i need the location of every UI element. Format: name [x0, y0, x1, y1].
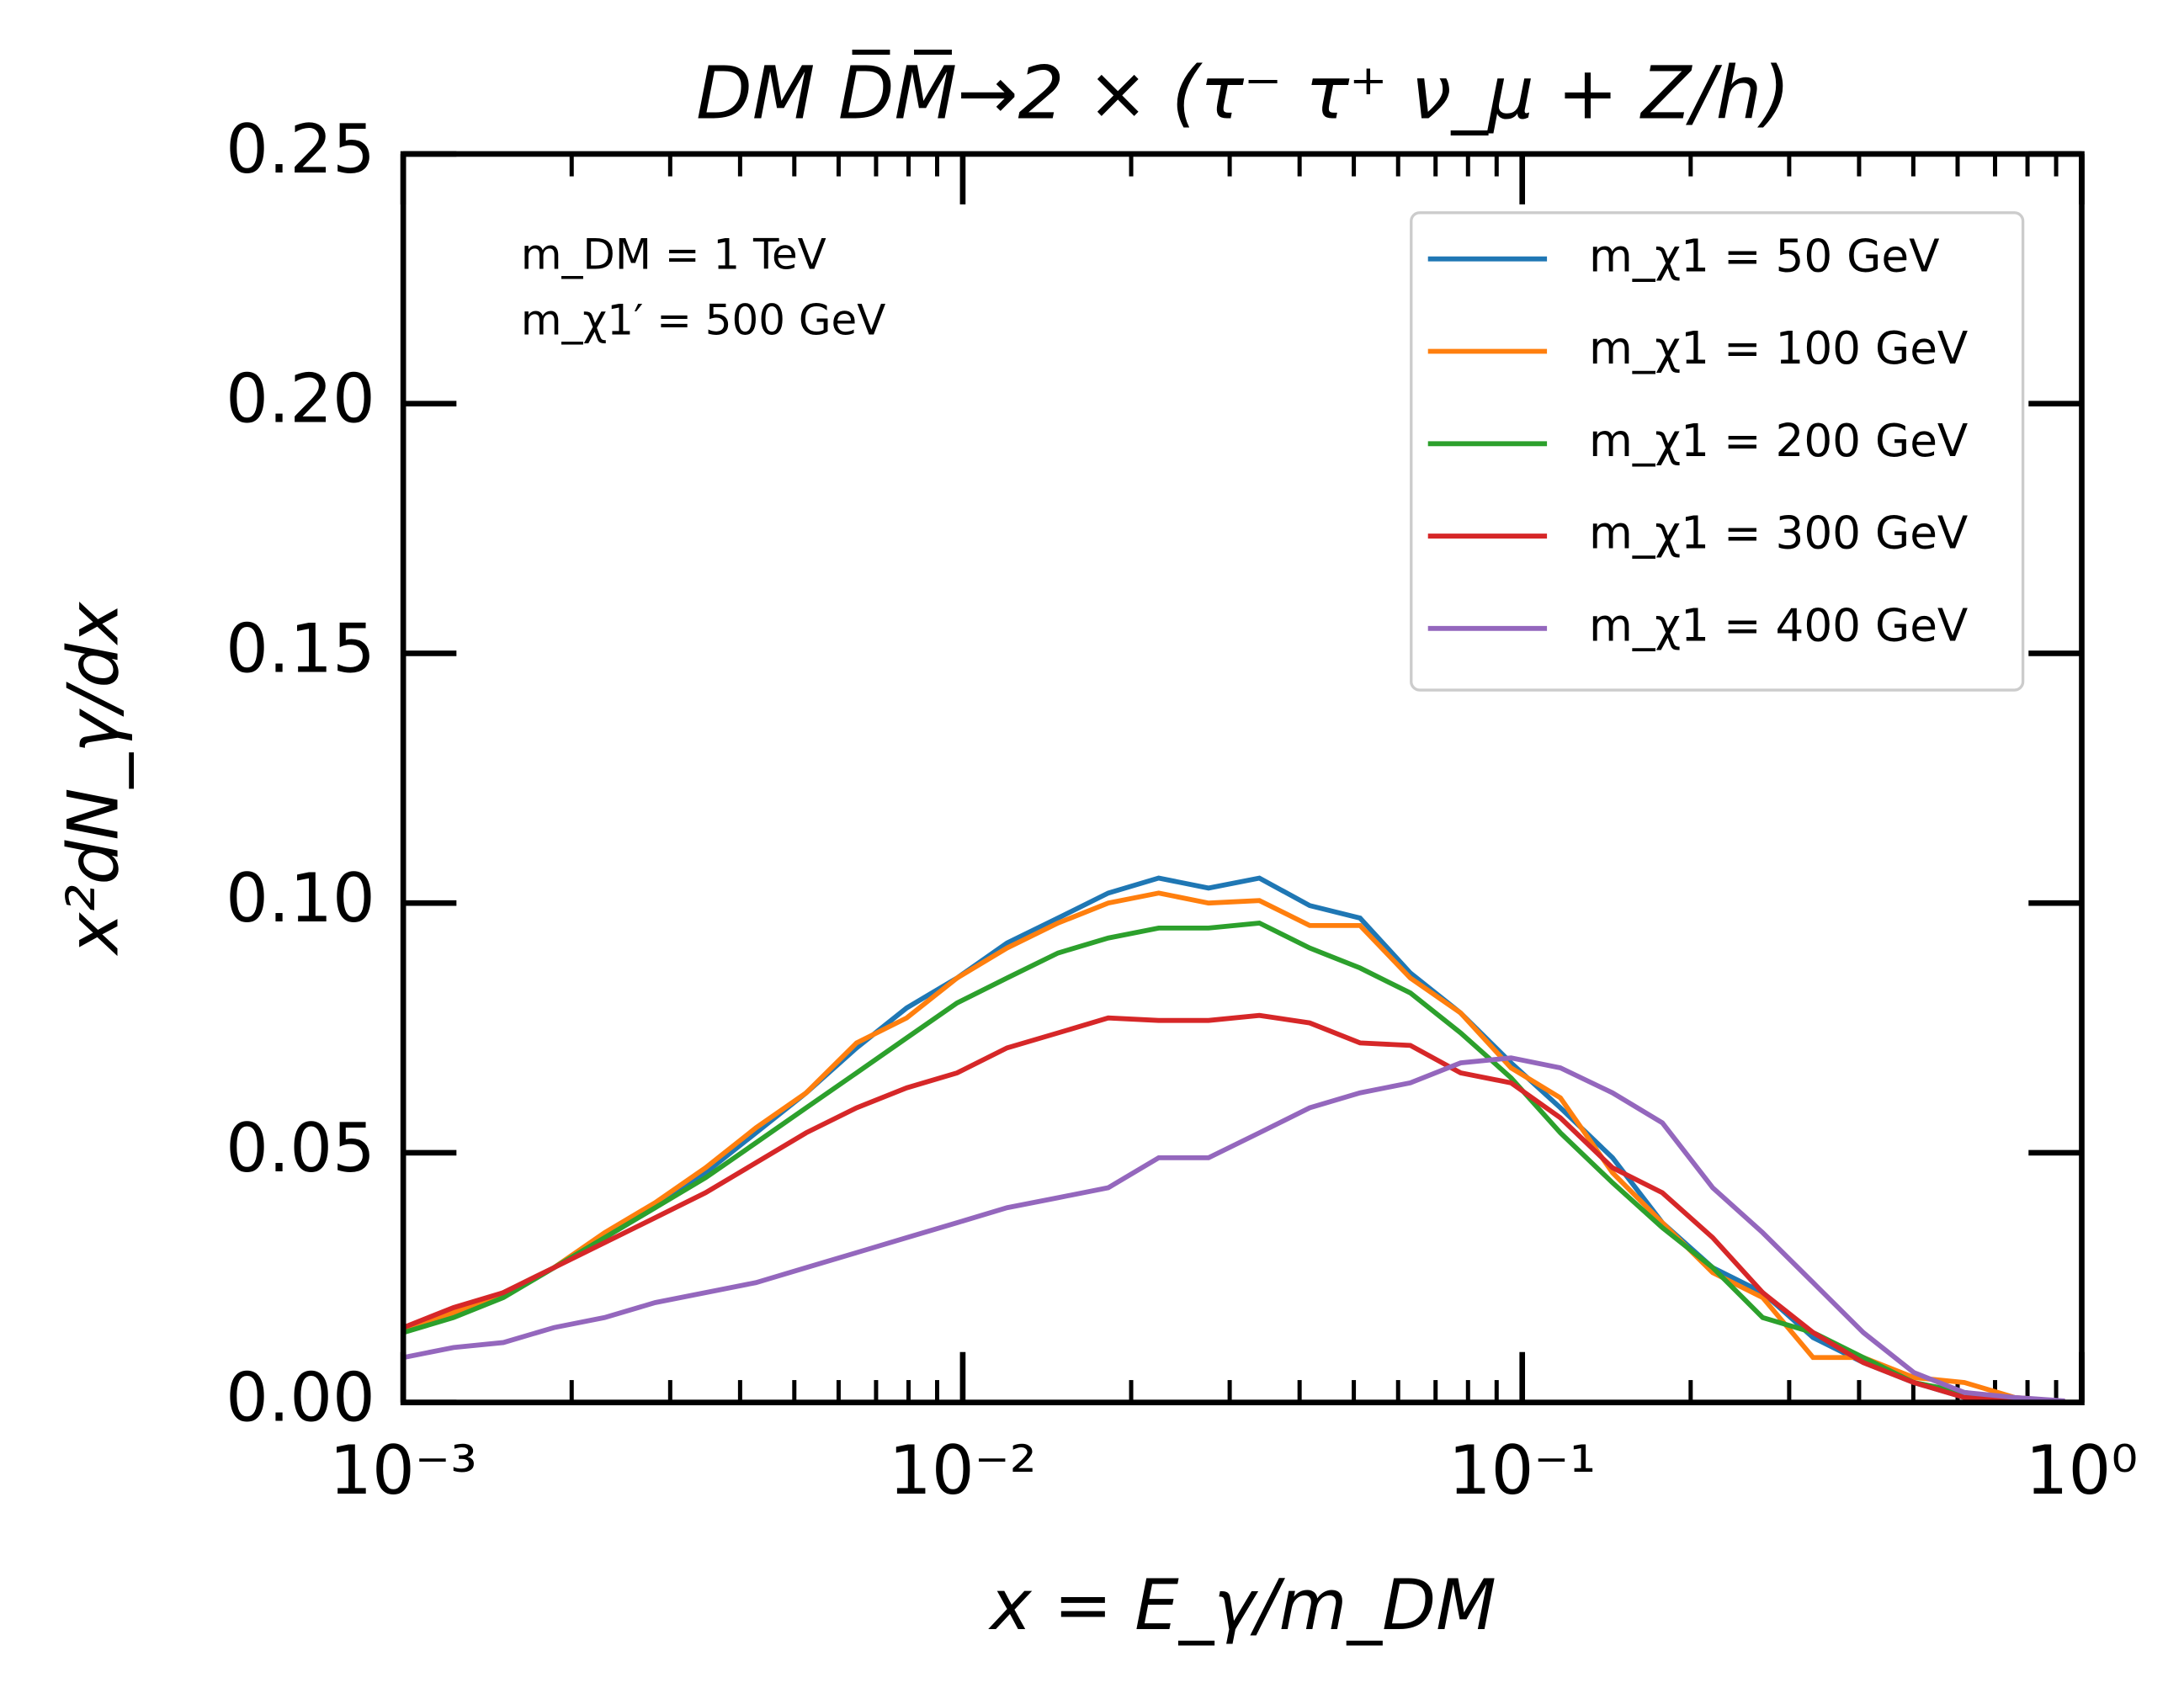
y-axis-label: x²dN_γ/dx — [52, 602, 134, 957]
series-line — [403, 1012, 2065, 1403]
legend-box — [1410, 211, 2025, 692]
y-tick-label: 0.15 — [226, 609, 375, 687]
y-tick-label: 0.10 — [226, 859, 375, 937]
annotation: m_DM = 1 TeV — [521, 231, 826, 279]
legend-label: m_χ1 = 50 GeV — [1589, 230, 1940, 282]
x-tick-label: 10⁻³ — [329, 1431, 477, 1510]
annotation: m_χ1′ = 500 GeV — [521, 296, 886, 345]
legend-label: m_χ1 = 300 GeV — [1589, 507, 1968, 560]
x-axis-label: x = E_γ/m_DM — [987, 1564, 1496, 1646]
y-tick-label: 0.00 — [226, 1359, 375, 1437]
x-tick-label: 10⁰ — [2026, 1431, 2139, 1510]
legend-label: m_χ1 = 100 GeV — [1589, 322, 1968, 374]
chart-title: DM D̅M̅→2 × (τ⁻ τ⁺ ν_μ + Z/h) — [696, 49, 1790, 136]
legend-label: m_χ1 = 400 GeV — [1589, 599, 1968, 651]
y-tick-label: 0.05 — [226, 1109, 375, 1187]
series-line — [403, 920, 2065, 1403]
series-line — [403, 1055, 2065, 1403]
x-tick-label: 10⁻¹ — [1448, 1431, 1597, 1510]
series-line — [403, 875, 2065, 1403]
y-tick-label: 0.20 — [226, 360, 375, 438]
legend-label: m_χ1 = 200 GeV — [1589, 415, 1968, 467]
y-tick-label: 0.25 — [226, 110, 375, 188]
x-tick-label: 10⁻² — [889, 1431, 1037, 1510]
plot-frame — [400, 151, 2085, 1406]
